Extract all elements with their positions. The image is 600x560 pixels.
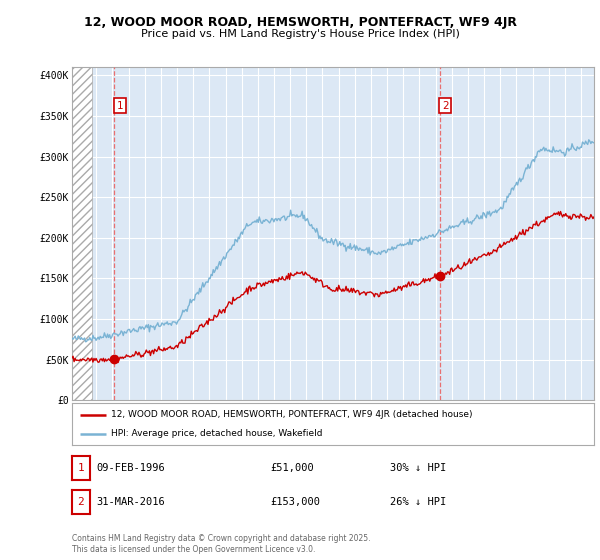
Text: £51,000: £51,000 [270,463,314,473]
Text: 26% ↓ HPI: 26% ↓ HPI [390,497,446,507]
Text: 12, WOOD MOOR ROAD, HEMSWORTH, PONTEFRACT, WF9 4JR: 12, WOOD MOOR ROAD, HEMSWORTH, PONTEFRAC… [83,16,517,29]
Text: 2: 2 [77,497,85,507]
Text: 1: 1 [77,463,85,473]
Text: 12, WOOD MOOR ROAD, HEMSWORTH, PONTEFRACT, WF9 4JR (detached house): 12, WOOD MOOR ROAD, HEMSWORTH, PONTEFRAC… [111,410,473,419]
Text: HPI: Average price, detached house, Wakefield: HPI: Average price, detached house, Wake… [111,430,323,438]
Text: 1: 1 [116,100,123,110]
Text: 09-FEB-1996: 09-FEB-1996 [96,463,165,473]
Text: 31-MAR-2016: 31-MAR-2016 [96,497,165,507]
Text: 2: 2 [442,100,449,110]
Text: £153,000: £153,000 [270,497,320,507]
Text: Price paid vs. HM Land Registry's House Price Index (HPI): Price paid vs. HM Land Registry's House … [140,29,460,39]
Text: 30% ↓ HPI: 30% ↓ HPI [390,463,446,473]
Text: Contains HM Land Registry data © Crown copyright and database right 2025.
This d: Contains HM Land Registry data © Crown c… [72,534,371,554]
